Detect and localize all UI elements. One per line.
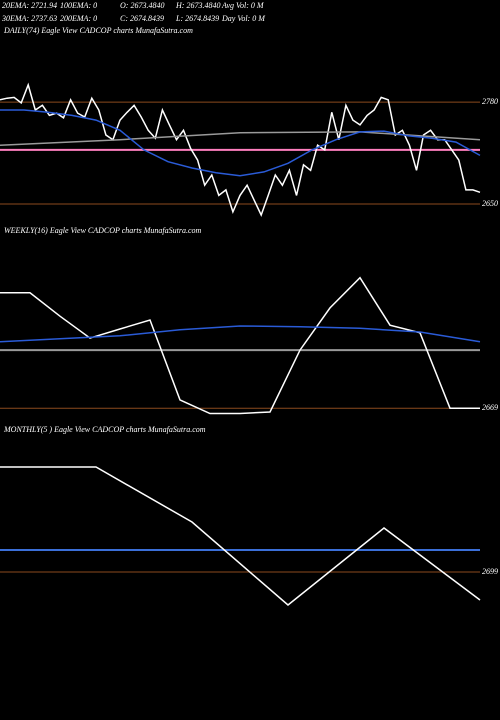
price-line — [0, 109, 481, 177]
header-text: Day Vol: 0 M — [221, 14, 266, 23]
panel-title: DAILY(74) Eagle View CADCOP charts Munaf… — [3, 26, 193, 35]
price-line — [0, 276, 480, 415]
header-text: 100EMA: 0 — [60, 1, 97, 10]
header-text: 30EMA: 2737.63 — [1, 14, 57, 23]
header-text: H: 2673.4840 — [175, 1, 220, 10]
header-text: 20EMA: 2721.94 — [2, 1, 57, 10]
price-line — [0, 325, 481, 343]
price-line — [0, 466, 481, 606]
header-text: L: 2674.8439 — [175, 14, 219, 23]
panel-title: WEEKLY(16) Eagle View CADCOP charts Muna… — [4, 226, 202, 235]
y-tick-label: 2669 — [482, 403, 498, 412]
panel-title: MONTHLY(5 ) Eagle View CADCOP charts Mun… — [3, 425, 206, 434]
header-text: O: 2673.4840 — [120, 1, 164, 10]
header-text: 200EMA: 0 — [60, 14, 97, 23]
y-tick-label: 2699 — [482, 567, 498, 576]
y-tick-label: 2650 — [482, 199, 498, 208]
header-text: Avg Vol: 0 M — [221, 1, 265, 10]
price-line — [0, 82, 481, 217]
header-text: C: 2674.8439 — [120, 14, 164, 23]
y-tick-label: 2780 — [482, 97, 498, 106]
